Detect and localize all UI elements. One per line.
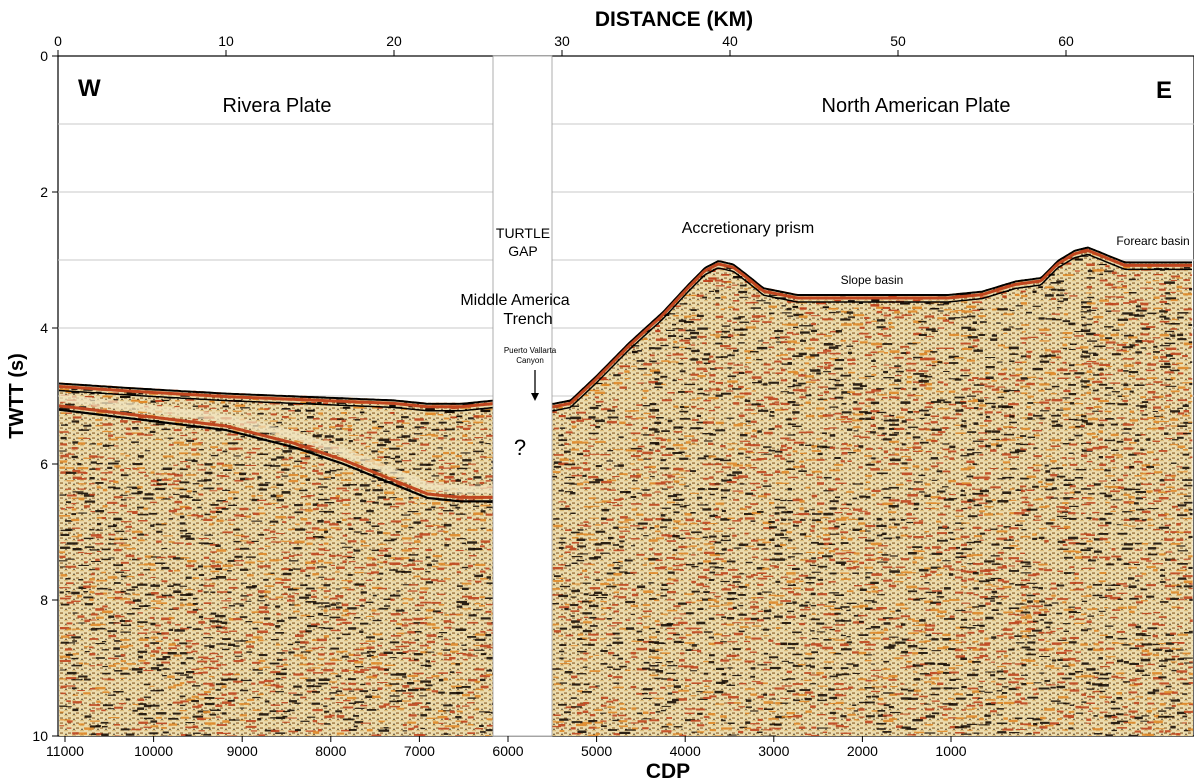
east-label: E [1156, 77, 1172, 104]
rivera-plate-label: Rivera Plate [223, 95, 332, 117]
top-tick-label-20: 20 [386, 33, 402, 49]
gap-label-line2: GAP [508, 243, 538, 259]
forearc-basin-label: Forearc basin [1116, 234, 1189, 248]
bottom-tick-label-8000: 8000 [315, 743, 346, 759]
bottom-tick-label-3000: 3000 [758, 743, 789, 759]
canyon-label-line1: Puerto Vallarta [504, 346, 557, 355]
turtle-gap-column [492, 55, 553, 737]
west-seismic-section [59, 382, 493, 736]
canyon-label-line2: Canyon [516, 356, 544, 365]
left-tick-label-2: 2 [40, 184, 48, 200]
bottom-tick-label-5000: 5000 [581, 743, 612, 759]
top-tick-label-60: 60 [1058, 33, 1074, 49]
accretionary-prism-label: Accretionary prism [682, 220, 814, 237]
left-axis-title: TWTT (s) [6, 353, 28, 439]
top-tick-label-10: 10 [218, 33, 234, 49]
bottom-tick-label-10000: 10000 [134, 743, 173, 759]
slope-basin-label: Slope basin [841, 273, 904, 287]
bottom-tick-label-4000: 4000 [670, 743, 701, 759]
top-tick-label-50: 50 [890, 33, 906, 49]
bottom-tick-label-11000: 11000 [46, 743, 84, 759]
trench-label-line1: Middle America [460, 292, 569, 309]
left-tick-label-10: 10 [32, 728, 48, 744]
gap-question-mark: ? [514, 435, 526, 460]
west-label: W [78, 75, 101, 102]
bottom-axis-title: CDP [646, 760, 690, 782]
left-tick-label-4: 4 [40, 320, 48, 336]
east-seismic-section [552, 246, 1193, 736]
bottom-tick-label-7000: 7000 [404, 743, 435, 759]
left-tick-label-6: 6 [40, 456, 48, 472]
left-tick-label-0: 0 [40, 48, 48, 64]
canyon-arrow [531, 370, 539, 401]
top-tick-label-40: 40 [722, 33, 738, 49]
trench-label-line2: Trench [503, 311, 552, 328]
bottom-tick-label-2000: 2000 [847, 743, 878, 759]
bottom-tick-label-1000: 1000 [935, 743, 966, 759]
left-tick-label-8: 8 [40, 592, 48, 608]
top-axis-title: DISTANCE (KM) [595, 8, 753, 31]
bottom-tick-label-6000: 6000 [492, 743, 523, 759]
top-tick-label-0: 0 [54, 33, 62, 49]
bottom-tick-label-9000: 9000 [227, 743, 258, 759]
north-american-plate-label: North American Plate [822, 95, 1011, 117]
gap-label-line1: TURTLE [496, 225, 550, 241]
top-tick-label-30: 30 [554, 33, 570, 49]
